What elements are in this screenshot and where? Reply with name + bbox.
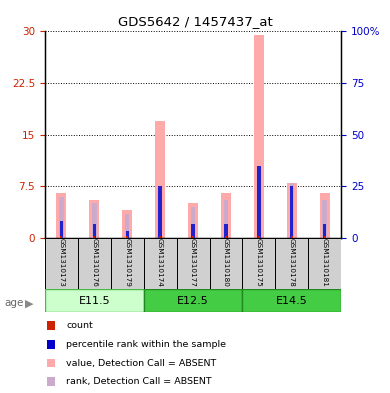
Bar [177, 238, 209, 289]
Bar [221, 193, 231, 238]
Text: GSM1310175: GSM1310175 [256, 238, 262, 287]
Text: GSM1310174: GSM1310174 [157, 238, 163, 287]
Bar [159, 236, 161, 238]
Text: GSM1310179: GSM1310179 [124, 238, 130, 287]
Bar [308, 238, 341, 289]
Bar [257, 165, 261, 238]
Bar [125, 214, 129, 238]
Bar [290, 186, 294, 238]
Text: E11.5: E11.5 [78, 296, 110, 306]
Text: GSM1310176: GSM1310176 [91, 238, 97, 287]
Text: GSM1310180: GSM1310180 [223, 238, 229, 287]
Bar [192, 236, 194, 238]
Bar [324, 236, 326, 238]
Text: GDS5642 / 1457437_at: GDS5642 / 1457437_at [118, 15, 272, 28]
Bar [89, 200, 99, 238]
Bar [225, 236, 227, 238]
Bar [323, 200, 327, 238]
Bar [93, 236, 96, 238]
Bar [144, 238, 177, 289]
Bar [191, 224, 195, 238]
Bar [323, 224, 326, 238]
Text: GSM1310173: GSM1310173 [58, 238, 64, 287]
Bar [60, 236, 62, 238]
Bar [158, 186, 162, 238]
Bar [224, 200, 228, 238]
Bar [257, 165, 261, 238]
Bar [275, 238, 308, 289]
Bar [57, 193, 66, 238]
Bar [45, 238, 78, 289]
Bar [287, 183, 297, 238]
Bar [92, 224, 96, 238]
Bar [243, 238, 275, 289]
Bar [209, 238, 243, 289]
Text: E14.5: E14.5 [276, 296, 308, 306]
Bar [291, 236, 293, 238]
Text: GSM1310178: GSM1310178 [289, 238, 295, 287]
Bar [60, 220, 63, 238]
Text: GSM1310177: GSM1310177 [190, 238, 196, 287]
Text: rank, Detection Call = ABSENT: rank, Detection Call = ABSENT [66, 377, 212, 386]
Bar [254, 35, 264, 238]
Bar [158, 186, 162, 238]
Text: percentile rank within the sample: percentile rank within the sample [66, 340, 226, 349]
Bar [45, 289, 144, 312]
Text: GSM1310181: GSM1310181 [322, 238, 328, 287]
Bar [320, 193, 330, 238]
Bar [289, 183, 294, 238]
Bar [224, 224, 228, 238]
Bar [126, 236, 128, 238]
Text: E12.5: E12.5 [177, 296, 209, 306]
Text: count: count [66, 321, 93, 330]
Bar [243, 289, 341, 312]
Bar [155, 121, 165, 238]
Bar [188, 203, 198, 238]
Bar [126, 231, 129, 238]
Bar [78, 238, 111, 289]
Bar [258, 236, 260, 238]
Text: age: age [5, 298, 24, 309]
Bar [191, 207, 195, 238]
Bar [111, 238, 144, 289]
Text: value, Detection Call = ABSENT: value, Detection Call = ABSENT [66, 358, 216, 367]
Text: ▶: ▶ [25, 298, 33, 309]
Bar [122, 210, 132, 238]
Bar [59, 196, 64, 238]
Bar [144, 289, 243, 312]
Bar [92, 203, 97, 238]
